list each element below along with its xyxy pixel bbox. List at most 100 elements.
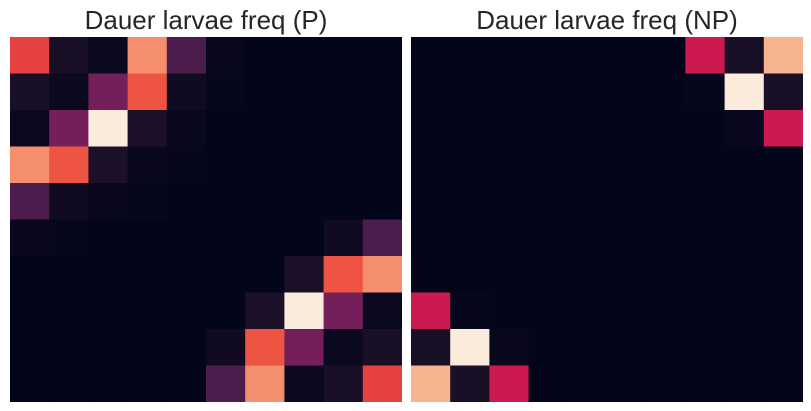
heatmap-cell-r6-c3 [528,256,569,294]
heatmap-cell-r9-c1 [49,365,89,402]
heatmap-cell-r8-c4 [567,329,608,367]
heatmap-cell-r1-c4 [166,73,207,111]
heatmap-cell-r2-c3 [528,110,569,148]
heatmap-cell-r9-c6 [646,365,686,402]
heatmap-cell-r7-c0 [411,292,451,330]
heatmap-cell-r4-c9 [763,183,803,221]
heatmap-cell-r5-c9 [763,219,803,257]
heatmap-cell-r2-c2 [88,110,129,148]
heatmap-cell-r5-c2 [88,219,129,257]
heatmap-cell-r1-c3 [528,73,569,111]
heatmap-cell-r7-c3 [127,292,168,330]
heatmap-cell-r0-c8 [724,37,765,75]
heatmap-cell-r1-c0 [411,73,451,111]
heatmap-cell-r5-c2 [489,219,530,257]
heatmap-cell-r1-c4 [567,73,608,111]
heatmap-cell-r8-c0 [411,329,451,367]
heatmap-cell-r2-c8 [724,110,765,148]
heatmap-cell-r3-c0 [10,146,50,184]
heatmap-cell-r4-c8 [323,183,364,221]
heatmap-p [10,37,402,402]
heatmap-cell-r1-c6 [646,73,686,111]
heatmap-cell-r3-c8 [724,146,765,184]
heatmap-cell-r9-c2 [489,365,530,402]
heatmap-cell-r0-c9 [763,37,803,75]
heatmap-cell-r2-c6 [646,110,686,148]
heatmap-cell-r0-c5 [607,37,647,75]
heatmap-cell-r4-c0 [10,183,50,221]
heatmap-cell-r3-c4 [567,146,608,184]
heatmap-cell-r7-c9 [763,292,803,330]
heatmap-cell-r4-c6 [245,183,285,221]
heatmap-cell-r8-c3 [528,329,569,367]
heatmap-cell-r1-c1 [450,73,490,111]
heatmap-cell-r9-c0 [411,365,451,402]
heatmap-cell-r7-c5 [607,292,647,330]
heatmap-cell-r3-c6 [245,146,285,184]
heatmap-cell-r9-c3 [127,365,168,402]
heatmap-cell-r2-c5 [607,110,647,148]
heatmap-cell-r5-c3 [127,219,168,257]
heatmap-cell-r9-c7 [685,365,726,402]
heatmap-cell-r2-c0 [411,110,451,148]
heatmap-cell-r8-c1 [450,329,490,367]
heatmap-cell-r1-c3 [127,73,168,111]
heatmap-title-np: Dauer larvae freq (NP) [476,5,738,35]
heatmap-cell-r9-c7 [284,365,325,402]
heatmap-cell-r6-c7 [284,256,325,294]
heatmap-cell-r5-c6 [646,219,686,257]
heatmap-cell-r0-c1 [450,37,490,75]
heatmap-cell-r3-c2 [489,146,530,184]
heatmap-cell-r8-c4 [166,329,207,367]
heatmap-cell-r9-c1 [450,365,490,402]
heatmap-cell-r5-c4 [166,219,207,257]
heatmap-cell-r2-c9 [763,110,803,148]
heatmap-cell-r5-c1 [49,219,89,257]
heatmap-cell-r6-c6 [245,256,285,294]
heatmap-cell-r6-c5 [607,256,647,294]
heatmap-cell-r2-c4 [567,110,608,148]
heatmap-cell-r2-c1 [49,110,89,148]
heatmap-cell-r0-c5 [206,37,246,75]
heatmap-cell-r6-c0 [411,256,451,294]
heatmap-cell-r6-c0 [10,256,50,294]
heatmap-cell-r4-c4 [567,183,608,221]
heatmap-cell-r3-c7 [284,146,325,184]
heatmap-cell-r0-c8 [323,37,364,75]
heatmap-cell-r4-c2 [88,183,129,221]
heatmap-cell-r3-c4 [166,146,207,184]
heatmap-cell-r7-c9 [362,292,402,330]
heatmap-cell-r1-c9 [763,73,803,111]
heatmap-cell-r2-c1 [450,110,490,148]
heatmap-cell-r4-c5 [206,183,246,221]
heatmap-cell-r9-c6 [245,365,285,402]
heatmap-cell-r0-c1 [49,37,89,75]
heatmap-cell-r5-c7 [284,219,325,257]
heatmap-cell-r5-c4 [567,219,608,257]
heatmap-cell-r8-c3 [127,329,168,367]
heatmap-cell-r0-c6 [245,37,285,75]
heatmap-cell-r8-c2 [489,329,530,367]
heatmap-cell-r1-c6 [245,73,285,111]
heatmap-cell-r5-c6 [245,219,285,257]
heatmap-cell-r9-c0 [10,365,50,402]
heatmap-cell-r3-c2 [88,146,129,184]
heatmap-cell-r9-c9 [362,365,402,402]
heatmap-cell-r3-c9 [362,146,402,184]
heatmap-cell-r0-c4 [166,37,207,75]
heatmap-cell-r5-c7 [685,219,726,257]
heatmap-cell-r4-c0 [411,183,451,221]
heatmap-cell-r1-c5 [607,73,647,111]
heatmap-cell-r3-c1 [49,146,89,184]
heatmap-cell-r3-c5 [607,146,647,184]
heatmap-cell-r0-c3 [127,37,168,75]
heatmap-cell-r0-c7 [284,37,325,75]
heatmap-cell-r7-c2 [88,292,129,330]
heatmap-cell-r1-c2 [88,73,129,111]
heatmap-cell-r1-c7 [685,73,726,111]
heatmap-cell-r3-c3 [127,146,168,184]
heatmap-cell-r4-c1 [450,183,490,221]
heatmap-cell-r4-c6 [646,183,686,221]
heatmap-cell-r8-c0 [10,329,50,367]
heatmap-cell-r8-c6 [245,329,285,367]
